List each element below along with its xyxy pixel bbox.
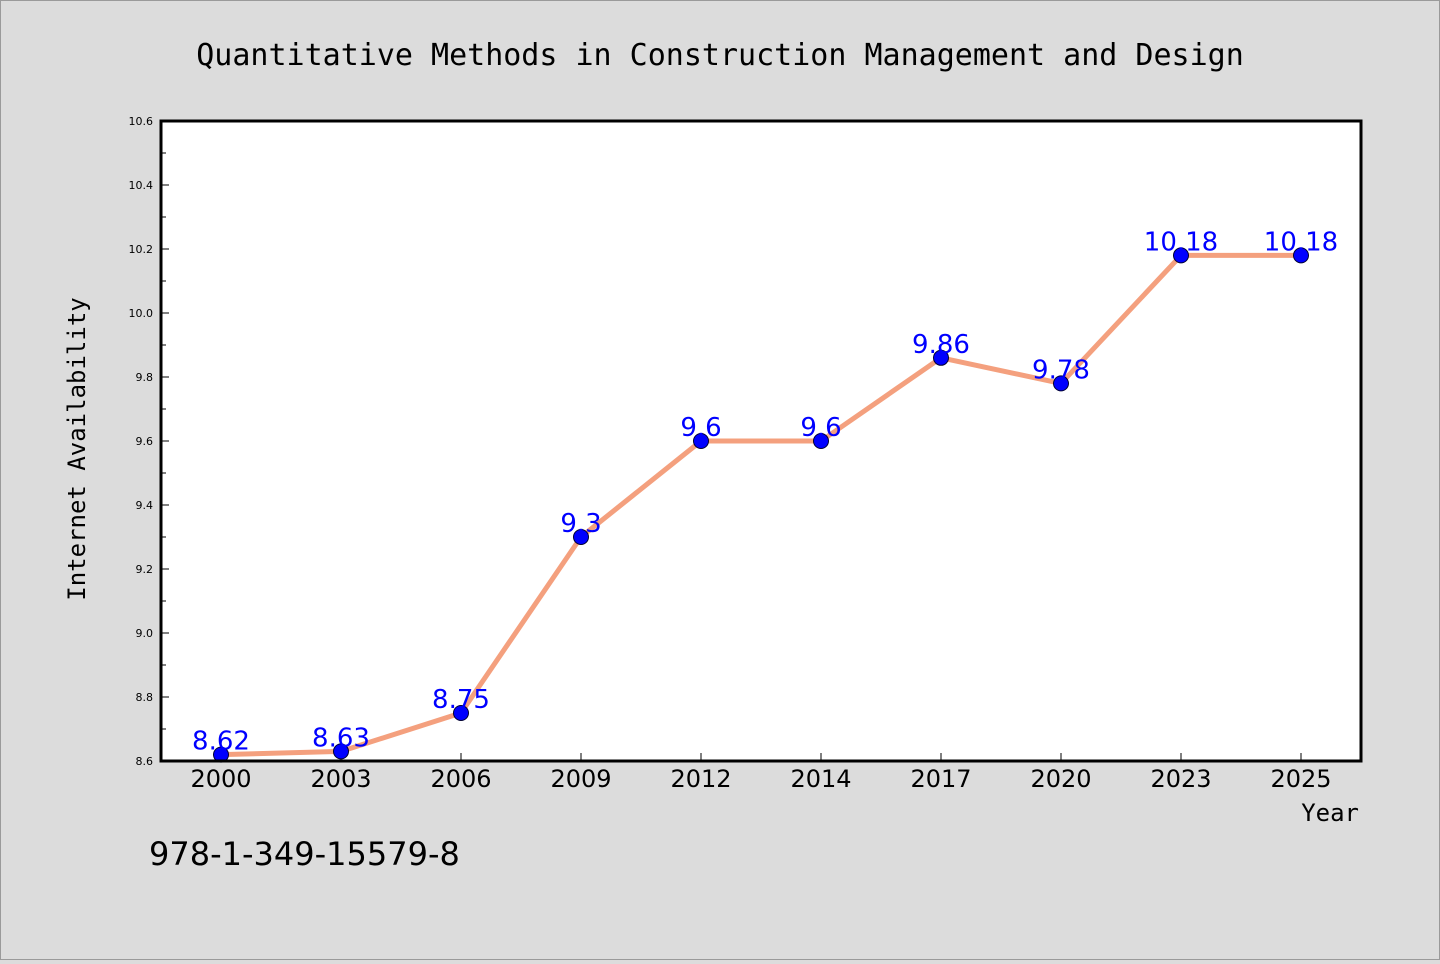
x-tick-label: 2017	[910, 765, 971, 793]
y-tick-label: 9.2	[136, 563, 154, 576]
x-tick-label: 2012	[670, 765, 731, 793]
series-line	[218, 252, 1304, 758]
data-point-marker	[453, 705, 469, 721]
isbn-footer: 978-1-349-15579-8	[149, 835, 460, 873]
data-value-label: 8.75	[432, 685, 490, 715]
data-value-label: 8.63	[312, 723, 370, 753]
data-point-marker	[573, 529, 589, 545]
y-tick-label: 10.0	[129, 307, 154, 320]
y-tick-label: 9.4	[136, 499, 154, 512]
x-axis-label: Year	[1301, 799, 1359, 827]
y-tick-label: 9.6	[136, 435, 154, 448]
data-value-label: 9.78	[1032, 355, 1090, 385]
y-axis: 8.6 8.8 9.0 9.2 9.4 9.6 9.8 10.0 10.2 10.4 10.6	[129, 115, 169, 768]
y-tick-label: 8.8	[136, 691, 154, 704]
y-tick-label: 10.4	[129, 179, 154, 192]
data-value-label: 10.18	[1144, 227, 1218, 257]
x-tick-label: 2003	[310, 765, 371, 793]
y-axis-label: Internet Availability	[63, 297, 91, 600]
x-tick-label: 2000	[190, 765, 251, 793]
data-point-marker	[1293, 247, 1309, 264]
x-tick-label: 2009	[550, 765, 611, 793]
data-value-label: 9.6	[680, 413, 721, 443]
y-tick-label: 9.0	[136, 627, 154, 640]
y-tick-label: 10.2	[129, 243, 154, 256]
x-tick-label: 2006	[430, 765, 491, 793]
plot-border	[159, 119, 1363, 763]
data-point-marker	[813, 433, 829, 449]
x-axis: 2000 2003 2006 2009 2012 2014 2017 2020 2023 2025	[190, 753, 1332, 793]
x-tick-label: 2023	[1150, 765, 1211, 793]
data-point-marker	[1173, 247, 1189, 264]
x-tick-label: 2014	[790, 765, 851, 793]
data-point-marker	[1053, 375, 1069, 392]
data-value-label: 9.6	[800, 413, 841, 443]
data-point-marker	[333, 743, 349, 760]
data-point-marker	[693, 433, 709, 449]
y-tick-label: 10.6	[129, 115, 154, 128]
data-value-label: 8.62	[192, 727, 250, 757]
data-value-label: 9.3	[560, 509, 601, 539]
chart-title: Quantitative Methods in Construction Man…	[196, 38, 1244, 73]
data-labels: 8.62 8.63 8.75 9.3 9.6 9.6 9.86 9.78 10.18 10.18	[192, 227, 1338, 756]
data-value-label: 10.18	[1264, 227, 1338, 257]
data-value-label: 9.86	[912, 330, 970, 360]
x-tick-label: 2020	[1030, 765, 1091, 793]
y-tick-label: 9.8	[136, 371, 154, 384]
y-tick-label: 8.6	[136, 755, 154, 768]
data-point-marker	[933, 349, 949, 366]
data-markers	[213, 247, 1309, 763]
x-tick-label: 2025	[1270, 765, 1331, 793]
